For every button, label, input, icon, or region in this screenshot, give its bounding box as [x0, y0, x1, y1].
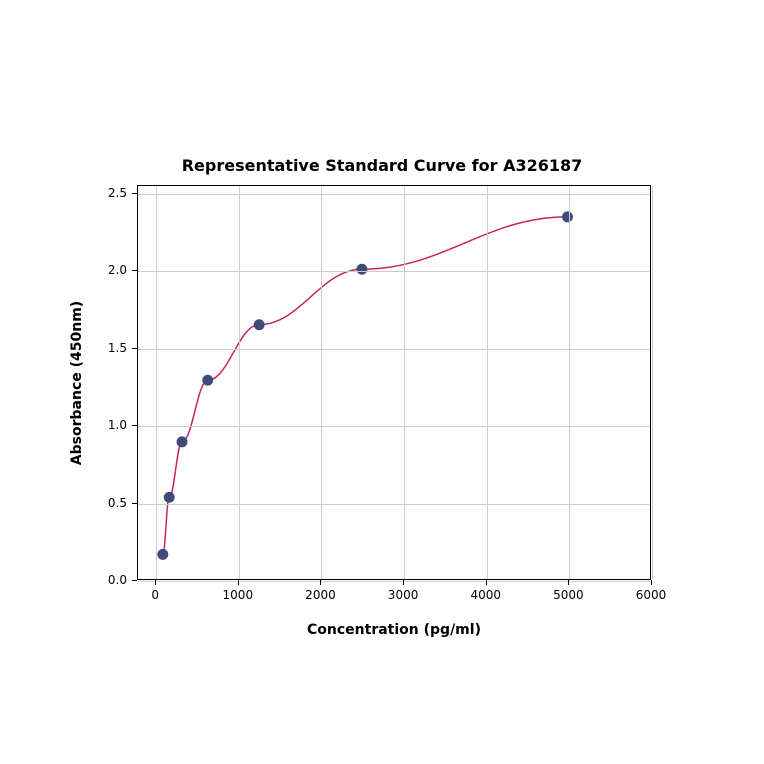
grid-line-horizontal — [138, 504, 650, 505]
y-tick-mark — [132, 425, 137, 426]
x-tick-mark — [238, 580, 239, 585]
x-tick-mark — [155, 580, 156, 585]
grid-line-vertical — [404, 186, 405, 579]
x-tick-label: 1000 — [223, 588, 254, 602]
y-tick-label: 0.5 — [108, 496, 127, 510]
grid-line-horizontal — [138, 581, 650, 582]
chart-container: Representative Standard Curve for A32618… — [0, 0, 764, 764]
y-tick-label: 1.5 — [108, 341, 127, 355]
y-axis-label: Absorbance (450nm) — [69, 300, 85, 464]
x-axis-label: Concentration (pg/ml) — [307, 622, 481, 638]
data-point-marker — [164, 492, 174, 502]
x-tick-label: 2000 — [305, 588, 336, 602]
y-tick-mark — [132, 193, 137, 194]
data-point-marker — [203, 375, 213, 385]
y-tick-mark — [132, 348, 137, 349]
x-tick-mark — [486, 580, 487, 585]
data-point-marker — [357, 264, 367, 274]
y-tick-label: 0.0 — [108, 573, 127, 587]
x-tick-label: 3000 — [388, 588, 419, 602]
data-point-marker — [563, 212, 573, 222]
y-tick-label: 1.0 — [108, 418, 127, 432]
x-tick-mark — [320, 580, 321, 585]
grid-line-horizontal — [138, 271, 650, 272]
grid-line-horizontal — [138, 194, 650, 195]
x-tick-mark — [651, 580, 652, 585]
y-tick-label: 2.5 — [108, 186, 127, 200]
x-tick-label: 0 — [151, 588, 159, 602]
y-tick-mark — [132, 580, 137, 581]
grid-line-vertical — [652, 186, 653, 579]
curve-layer — [138, 186, 650, 579]
grid-line-horizontal — [138, 426, 650, 427]
x-tick-mark — [403, 580, 404, 585]
data-point-marker — [177, 437, 187, 447]
y-tick-label: 2.0 — [108, 263, 127, 277]
x-tick-label: 5000 — [553, 588, 584, 602]
data-point-marker — [158, 549, 168, 559]
grid-line-vertical — [156, 186, 157, 579]
y-tick-mark — [132, 503, 137, 504]
x-tick-mark — [568, 580, 569, 585]
grid-line-vertical — [569, 186, 570, 579]
data-point-marker — [254, 320, 264, 330]
chart-title: Representative Standard Curve for A32618… — [0, 156, 764, 175]
grid-line-vertical — [321, 186, 322, 579]
x-tick-label: 4000 — [470, 588, 501, 602]
x-tick-label: 6000 — [636, 588, 667, 602]
y-tick-mark — [132, 270, 137, 271]
grid-line-vertical — [487, 186, 488, 579]
plot-area — [137, 185, 651, 580]
grid-line-vertical — [239, 186, 240, 579]
grid-line-horizontal — [138, 349, 650, 350]
